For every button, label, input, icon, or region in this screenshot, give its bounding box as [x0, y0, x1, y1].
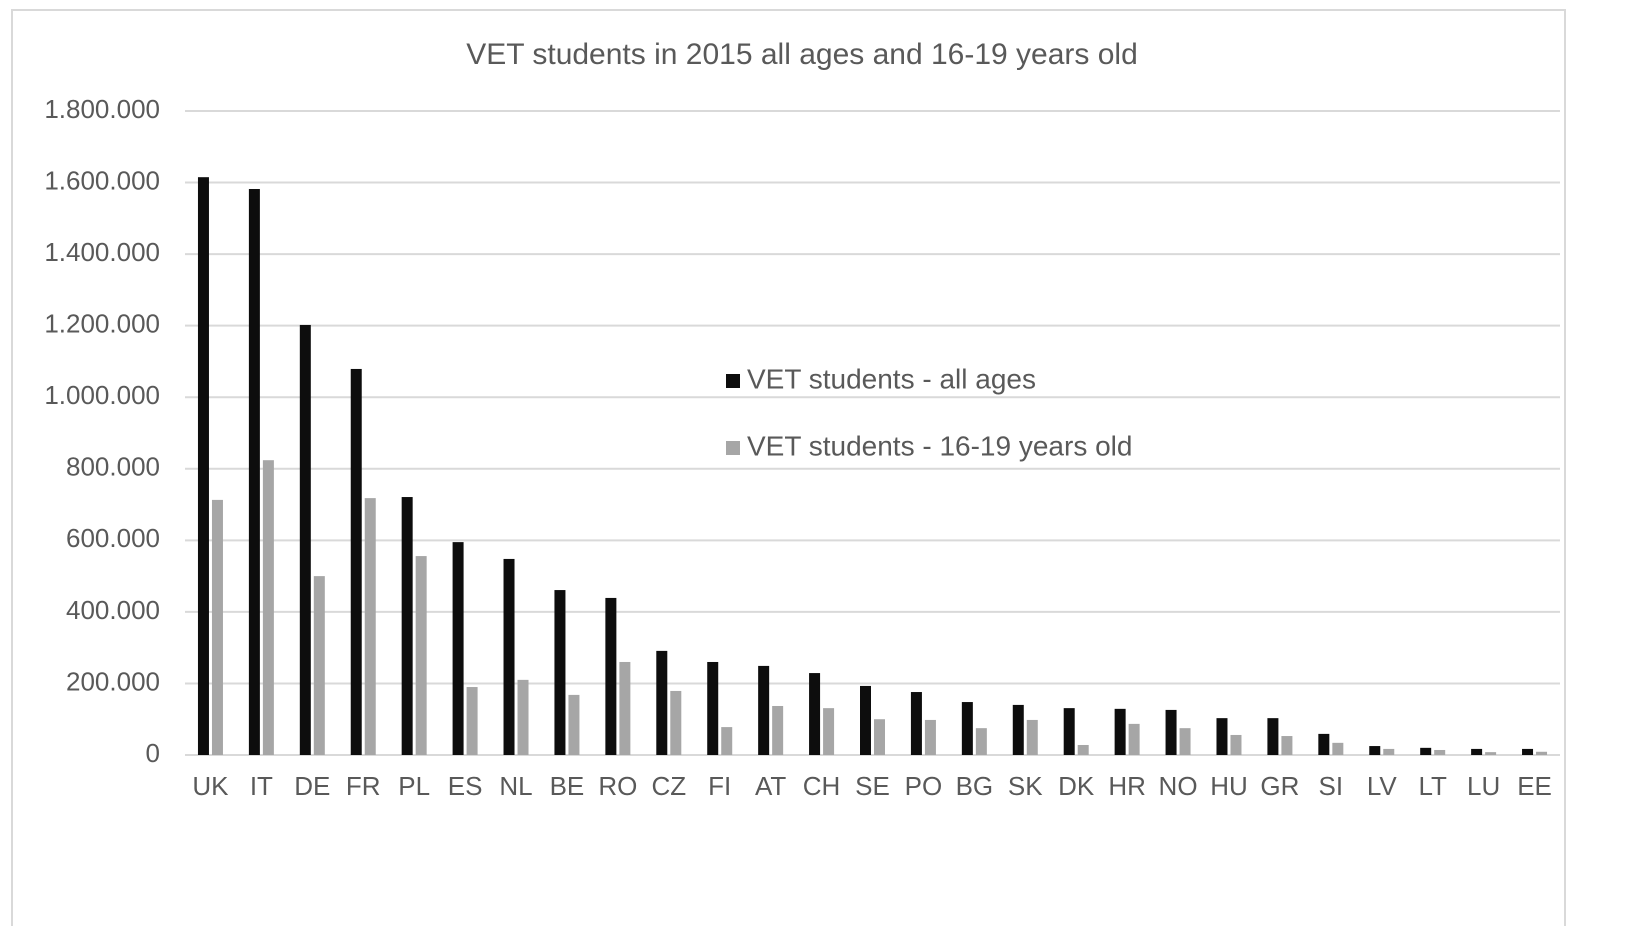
bar [1332, 742, 1344, 755]
x-tick-label: PO [905, 771, 943, 801]
bar [860, 685, 871, 755]
legend-label: VET students - all ages [747, 363, 1036, 394]
bar [503, 558, 515, 755]
x-tick-label: PL [398, 771, 430, 801]
bar [568, 694, 580, 755]
bar [466, 687, 478, 755]
y-tick-label: 1.000.000 [44, 380, 160, 410]
x-tick-label: SE [855, 771, 890, 801]
bar [248, 188, 260, 756]
bar [401, 497, 413, 755]
bar [1267, 718, 1279, 755]
x-tick-label: HU [1210, 771, 1248, 801]
x-tick-label: NL [499, 771, 532, 801]
bar [721, 727, 733, 755]
bar [1383, 748, 1395, 755]
y-tick-label: 1.200.000 [44, 309, 160, 339]
x-tick-label: LT [1418, 771, 1447, 801]
x-tick-label: DE [294, 771, 330, 801]
bar [670, 690, 682, 755]
x-tick-label: SK [1008, 771, 1043, 801]
bar [1536, 751, 1548, 755]
bar [707, 661, 719, 755]
y-tick-label: 600.000 [66, 523, 160, 553]
bar [1230, 734, 1242, 755]
y-tick-label: 200.000 [66, 666, 160, 696]
x-tick-label: SI [1319, 771, 1344, 801]
bar [1485, 752, 1497, 755]
x-tick-label: LU [1467, 771, 1500, 801]
x-tick-label: EE [1517, 771, 1552, 801]
bar [1128, 723, 1140, 755]
y-tick-label: 400.000 [66, 595, 160, 625]
bar [364, 498, 376, 755]
bar [1165, 709, 1177, 755]
x-tick-label: IT [250, 771, 273, 801]
bar [299, 324, 311, 755]
y-tick-label: 1.600.000 [44, 165, 160, 195]
bar [452, 542, 464, 755]
bar [758, 665, 770, 755]
x-tick-label: GR [1260, 771, 1299, 801]
x-tick-label: NO [1159, 771, 1198, 801]
x-tick-label: AT [755, 771, 786, 801]
bar [1369, 746, 1381, 755]
x-tick-label: UK [192, 771, 229, 801]
bar [1434, 749, 1446, 755]
bar [605, 597, 617, 755]
x-tick-label: BG [956, 771, 994, 801]
bar [1420, 747, 1432, 755]
bar [262, 460, 274, 755]
legend-swatch [726, 441, 740, 455]
bar [554, 590, 566, 755]
bar [1522, 748, 1534, 755]
bar [415, 556, 427, 755]
bar [350, 368, 362, 755]
x-tick-label: CZ [651, 771, 686, 801]
bar [1012, 704, 1024, 755]
bar [211, 499, 223, 755]
legend-swatch [726, 374, 740, 388]
bar [313, 576, 325, 755]
x-tick-label: ES [448, 771, 483, 801]
bar [1063, 708, 1075, 755]
bar [772, 705, 784, 755]
bar [1281, 736, 1293, 755]
bar [517, 679, 529, 755]
bar [656, 650, 668, 755]
y-tick-label: 800.000 [66, 452, 160, 482]
bar [1026, 719, 1038, 755]
bar [1179, 728, 1191, 755]
bar [961, 702, 973, 755]
x-tick-label: RO [598, 771, 637, 801]
y-tick-label: 1.800.000 [44, 94, 160, 124]
x-tick-label: BE [550, 771, 585, 801]
x-tick-label: CH [803, 771, 841, 801]
bar [1471, 748, 1483, 755]
bar [1077, 744, 1089, 755]
bar [975, 728, 987, 755]
y-tick-label: 0 [146, 738, 160, 768]
chart-title: VET students in 2015 all ages and 16-19 … [466, 38, 1138, 71]
bar [874, 719, 885, 755]
bar [823, 708, 835, 755]
x-tick-label: FI [708, 771, 731, 801]
bar [1216, 718, 1228, 755]
x-tick-label: LV [1367, 771, 1398, 801]
bar [1114, 708, 1126, 755]
bar [910, 692, 922, 755]
bar [924, 719, 936, 755]
x-tick-label: HR [1108, 771, 1146, 801]
bar [1318, 733, 1330, 755]
bar [619, 661, 631, 755]
bar [197, 177, 209, 755]
x-tick-label: FR [346, 771, 381, 801]
bar [809, 673, 821, 755]
x-tick-label: DK [1058, 771, 1095, 801]
legend-label: VET students - 16-19 years old [747, 430, 1132, 461]
y-tick-label: 1.400.000 [44, 237, 160, 267]
